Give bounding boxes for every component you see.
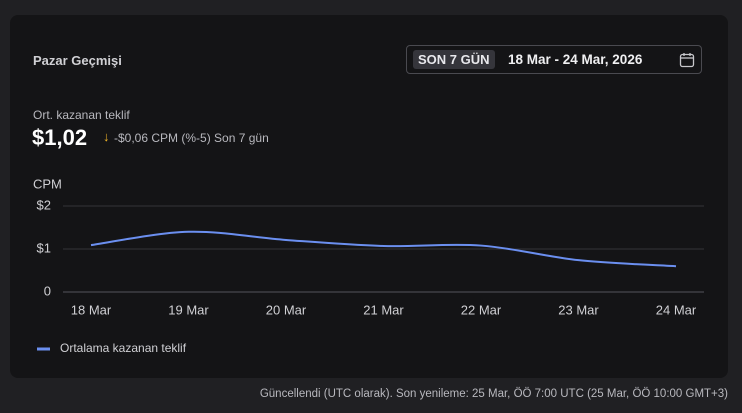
calendar-icon <box>679 53 695 68</box>
summary-change: -$0,06 CPM (%-5) Son 7 gün <box>114 131 269 145</box>
x-tick-label: 20 Mar <box>266 302 307 317</box>
x-tick-label: 19 Mar <box>168 302 209 317</box>
summary-value: $1,02 <box>32 125 88 150</box>
x-tick-label: 21 Mar <box>363 302 404 317</box>
summary-label: Ort. kazanan teklif <box>33 108 130 122</box>
range-text: 18 Mar - 24 Mar, 2026 <box>508 52 643 67</box>
x-tick-label: 22 Mar <box>461 302 502 317</box>
date-picker[interactable]: SON 7 GÜN 18 Mar - 24 Mar, 2026 <box>406 45 702 74</box>
footer: Güncellendi (UTC olarak). Son yenileme: … <box>259 388 728 400</box>
y-tick-label: 0 <box>44 283 51 298</box>
x-tick-label: 24 Mar <box>656 302 697 317</box>
legend-label: Ortalama kazanan teklif <box>60 341 187 355</box>
card-title: Pazar Geçmişi <box>33 53 122 68</box>
x-tick-label: 23 Mar <box>558 302 599 317</box>
y-tick-label: $2 <box>37 197 51 212</box>
card: Pazar Geçmişi SON 7 GÜN 18 Mar - 24 Mar,… <box>10 15 728 378</box>
x-tick-label: 18 Mar <box>71 302 112 317</box>
change-icon: ↓ <box>103 129 110 144</box>
line <box>90 230 677 268</box>
y-tick-label: $1 <box>37 240 51 255</box>
range-chip[interactable]: SON 7 GÜN <box>413 50 495 69</box>
y-axis-label: CPM <box>33 176 62 191</box>
